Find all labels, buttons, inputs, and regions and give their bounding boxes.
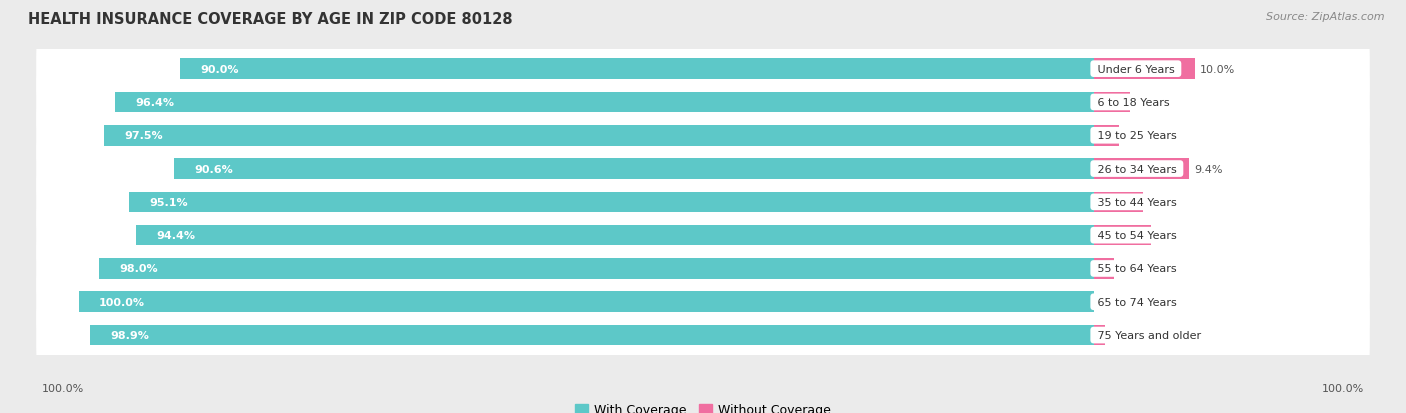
Text: 3.6%: 3.6%: [1135, 98, 1164, 108]
Bar: [1094, 159, 1189, 179]
Text: 100.0%: 100.0%: [100, 297, 145, 307]
Bar: [180, 59, 1094, 80]
Text: 9.4%: 9.4%: [1194, 164, 1223, 174]
FancyBboxPatch shape: [37, 250, 1369, 354]
Text: 90.0%: 90.0%: [201, 64, 239, 74]
Text: 55 to 64 Years: 55 to 64 Years: [1094, 264, 1180, 274]
Text: HEALTH INSURANCE COVERAGE BY AGE IN ZIP CODE 80128: HEALTH INSURANCE COVERAGE BY AGE IN ZIP …: [28, 12, 513, 27]
Text: 5.6%: 5.6%: [1156, 230, 1184, 241]
Bar: [104, 126, 1094, 146]
Text: 26 to 34 Years: 26 to 34 Years: [1094, 164, 1180, 174]
FancyBboxPatch shape: [37, 283, 1369, 387]
FancyBboxPatch shape: [37, 217, 1369, 321]
Text: 6 to 18 Years: 6 to 18 Years: [1094, 98, 1173, 108]
Text: 90.6%: 90.6%: [194, 164, 233, 174]
Text: 94.4%: 94.4%: [156, 230, 195, 241]
Bar: [1094, 93, 1130, 113]
FancyBboxPatch shape: [37, 150, 1369, 254]
Text: 75 Years and older: 75 Years and older: [1094, 330, 1205, 340]
Bar: [1094, 259, 1114, 279]
FancyBboxPatch shape: [37, 117, 1369, 221]
Text: 2.0%: 2.0%: [1119, 264, 1147, 274]
Text: 65 to 74 Years: 65 to 74 Years: [1094, 297, 1180, 307]
FancyBboxPatch shape: [37, 183, 1369, 288]
FancyBboxPatch shape: [37, 50, 1369, 155]
Text: 97.5%: 97.5%: [125, 131, 163, 141]
Text: 1.1%: 1.1%: [1109, 330, 1139, 340]
Bar: [1094, 192, 1143, 213]
Text: 98.9%: 98.9%: [110, 330, 149, 340]
Bar: [1094, 126, 1119, 146]
Bar: [79, 292, 1094, 312]
Bar: [1094, 325, 1105, 346]
Bar: [128, 192, 1094, 213]
Text: 100.0%: 100.0%: [42, 383, 84, 393]
Text: Source: ZipAtlas.com: Source: ZipAtlas.com: [1267, 12, 1385, 22]
Text: Under 6 Years: Under 6 Years: [1094, 64, 1178, 74]
Text: 35 to 44 Years: 35 to 44 Years: [1094, 197, 1180, 207]
FancyBboxPatch shape: [37, 84, 1369, 188]
Bar: [174, 159, 1094, 179]
Legend: With Coverage, Without Coverage: With Coverage, Without Coverage: [575, 403, 831, 413]
Text: 10.0%: 10.0%: [1201, 64, 1236, 74]
Bar: [90, 325, 1094, 346]
Bar: [136, 225, 1094, 246]
Text: 96.4%: 96.4%: [136, 98, 174, 108]
Text: 19 to 25 Years: 19 to 25 Years: [1094, 131, 1180, 141]
Text: 45 to 54 Years: 45 to 54 Years: [1094, 230, 1180, 241]
Bar: [100, 259, 1094, 279]
FancyBboxPatch shape: [37, 17, 1369, 122]
Bar: [1094, 59, 1195, 80]
Text: 95.1%: 95.1%: [149, 197, 187, 207]
Bar: [115, 93, 1094, 113]
Text: 100.0%: 100.0%: [1322, 383, 1364, 393]
Text: 4.9%: 4.9%: [1149, 197, 1177, 207]
Text: 2.5%: 2.5%: [1125, 131, 1153, 141]
Text: 0.0%: 0.0%: [1099, 297, 1128, 307]
Text: 98.0%: 98.0%: [120, 264, 157, 274]
Bar: [1094, 225, 1150, 246]
